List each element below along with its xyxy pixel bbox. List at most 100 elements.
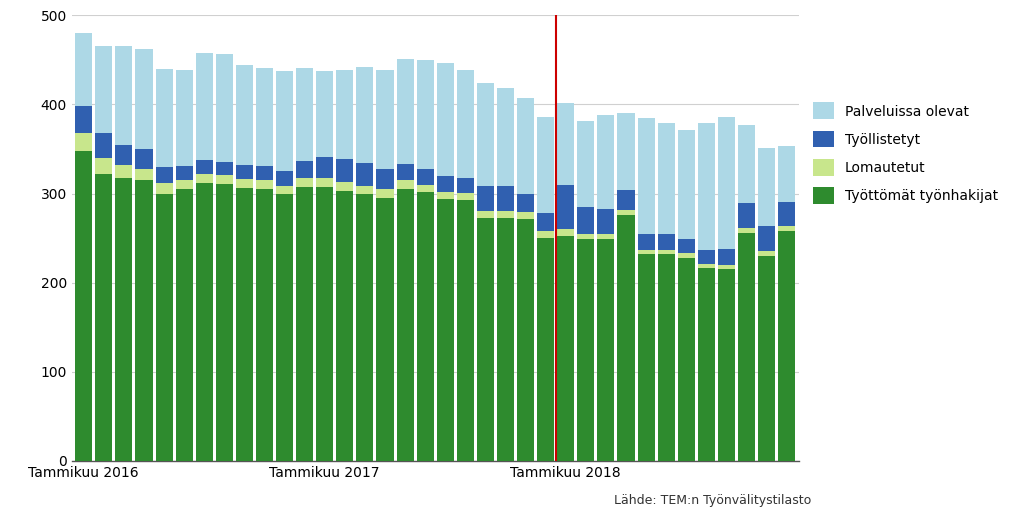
Bar xyxy=(316,178,333,187)
Bar xyxy=(276,195,293,461)
Bar xyxy=(156,167,173,183)
Bar xyxy=(697,123,715,250)
Bar xyxy=(417,185,434,192)
Bar xyxy=(477,186,494,211)
Bar xyxy=(718,269,735,461)
Bar xyxy=(538,117,554,213)
Bar xyxy=(436,63,454,176)
Bar xyxy=(597,239,614,461)
Bar xyxy=(778,226,796,231)
Bar xyxy=(377,70,393,169)
Bar xyxy=(477,211,494,219)
Bar xyxy=(678,130,695,239)
Bar xyxy=(436,199,454,461)
Bar xyxy=(758,256,775,461)
Bar xyxy=(95,46,113,133)
Bar xyxy=(75,33,92,106)
Bar xyxy=(778,202,796,226)
Bar xyxy=(758,148,775,226)
Text: Lähde: TEM:n Työnvälitystilasto: Lähde: TEM:n Työnvälitystilasto xyxy=(614,494,812,507)
Bar xyxy=(336,70,353,159)
Bar xyxy=(457,200,474,461)
Bar xyxy=(436,192,454,199)
Bar xyxy=(417,60,434,168)
Bar xyxy=(95,174,113,461)
Bar xyxy=(538,238,554,461)
Bar xyxy=(477,219,494,461)
Bar xyxy=(316,157,333,178)
Bar xyxy=(196,53,213,160)
Bar xyxy=(557,185,574,229)
Bar xyxy=(316,72,333,157)
Bar xyxy=(638,233,654,250)
Bar xyxy=(256,166,273,180)
Bar xyxy=(477,83,494,186)
Bar xyxy=(497,219,514,461)
Bar xyxy=(436,176,454,192)
Bar xyxy=(638,118,654,233)
Bar xyxy=(336,182,353,191)
Bar xyxy=(276,72,293,171)
Bar xyxy=(356,163,374,186)
Bar xyxy=(175,166,193,180)
Bar xyxy=(216,162,232,175)
Bar xyxy=(356,186,374,194)
Bar xyxy=(538,231,554,238)
Bar xyxy=(497,211,514,219)
Bar xyxy=(657,123,675,233)
Bar xyxy=(336,191,353,461)
Bar xyxy=(135,49,153,149)
Bar xyxy=(597,233,614,239)
Bar xyxy=(517,212,535,219)
Bar xyxy=(657,233,675,250)
Bar xyxy=(617,190,635,209)
Bar xyxy=(236,65,253,165)
Bar xyxy=(216,175,232,184)
Bar xyxy=(758,226,775,251)
Legend: Palveluissa olevat, Työllistetyt, Lomautetut, Työttömät työnhakijat: Palveluissa olevat, Työllistetyt, Lomaut… xyxy=(813,102,998,204)
Bar xyxy=(135,168,153,180)
Bar xyxy=(738,203,755,228)
Bar xyxy=(256,180,273,189)
Bar xyxy=(678,239,695,253)
Bar xyxy=(116,145,132,165)
Bar xyxy=(417,192,434,461)
Bar xyxy=(657,254,675,461)
Bar xyxy=(377,198,393,461)
Bar xyxy=(216,54,232,162)
Bar xyxy=(256,189,273,461)
Bar xyxy=(356,67,374,163)
Bar xyxy=(678,258,695,461)
Bar xyxy=(175,180,193,189)
Bar xyxy=(196,160,213,174)
Bar xyxy=(396,59,414,164)
Bar xyxy=(377,189,393,198)
Bar xyxy=(377,169,393,189)
Bar xyxy=(316,187,333,461)
Bar xyxy=(778,231,796,461)
Bar xyxy=(617,215,635,461)
Bar xyxy=(758,251,775,256)
Bar xyxy=(156,183,173,194)
Bar xyxy=(75,133,92,151)
Bar xyxy=(617,209,635,215)
Bar xyxy=(457,178,474,193)
Bar xyxy=(718,249,735,265)
Bar xyxy=(517,219,535,461)
Bar xyxy=(396,189,414,461)
Bar xyxy=(657,250,675,254)
Bar xyxy=(597,209,614,233)
Bar xyxy=(738,233,755,461)
Bar xyxy=(578,239,594,461)
Bar xyxy=(95,158,113,174)
Bar xyxy=(256,68,273,166)
Bar xyxy=(75,151,92,461)
Bar xyxy=(517,98,535,195)
Bar xyxy=(738,125,755,203)
Bar xyxy=(236,179,253,188)
Bar xyxy=(396,164,414,180)
Bar xyxy=(236,188,253,461)
Bar xyxy=(557,229,574,237)
Bar xyxy=(75,106,92,133)
Bar xyxy=(95,133,113,158)
